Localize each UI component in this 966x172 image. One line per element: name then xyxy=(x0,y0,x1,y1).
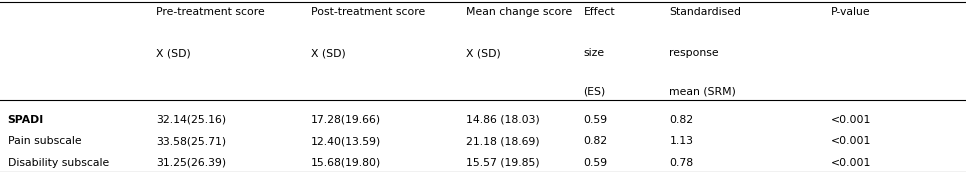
Text: (ES): (ES) xyxy=(583,86,606,96)
Text: 21.18 (18.69): 21.18 (18.69) xyxy=(466,136,539,146)
Text: Effect: Effect xyxy=(583,7,615,17)
Text: 32.14(25.16): 32.14(25.16) xyxy=(156,115,227,125)
Text: Standardised: Standardised xyxy=(669,7,742,17)
Text: <0.001: <0.001 xyxy=(831,158,871,168)
Text: <0.001: <0.001 xyxy=(831,136,871,146)
Text: 31.25(26.39): 31.25(26.39) xyxy=(156,158,227,168)
Text: X (SD): X (SD) xyxy=(466,48,500,58)
Text: size: size xyxy=(583,48,605,58)
Text: Disability subscale: Disability subscale xyxy=(8,158,109,168)
Text: mean (SRM): mean (SRM) xyxy=(669,86,736,96)
Text: Pre-treatment score: Pre-treatment score xyxy=(156,7,266,17)
Text: 0.78: 0.78 xyxy=(669,158,694,168)
Text: 0.82: 0.82 xyxy=(583,136,608,146)
Text: Mean change score: Mean change score xyxy=(466,7,572,17)
Text: 17.28(19.66): 17.28(19.66) xyxy=(311,115,382,125)
Text: 14.86 (18.03): 14.86 (18.03) xyxy=(466,115,539,125)
Text: 0.59: 0.59 xyxy=(583,158,608,168)
Text: SPADI: SPADI xyxy=(8,115,44,125)
Text: 15.68(19.80): 15.68(19.80) xyxy=(311,158,382,168)
Text: P-value: P-value xyxy=(831,7,870,17)
Text: 1.13: 1.13 xyxy=(669,136,694,146)
Text: 15.57 (19.85): 15.57 (19.85) xyxy=(466,158,539,168)
Text: 0.59: 0.59 xyxy=(583,115,608,125)
Text: <0.001: <0.001 xyxy=(831,115,871,125)
Text: Pain subscale: Pain subscale xyxy=(8,136,81,146)
Text: X (SD): X (SD) xyxy=(311,48,346,58)
Text: 33.58(25.71): 33.58(25.71) xyxy=(156,136,227,146)
Text: 12.40(13.59): 12.40(13.59) xyxy=(311,136,382,146)
Text: response: response xyxy=(669,48,719,58)
Text: 0.82: 0.82 xyxy=(669,115,694,125)
Text: X (SD): X (SD) xyxy=(156,48,191,58)
Text: Post-treatment score: Post-treatment score xyxy=(311,7,425,17)
